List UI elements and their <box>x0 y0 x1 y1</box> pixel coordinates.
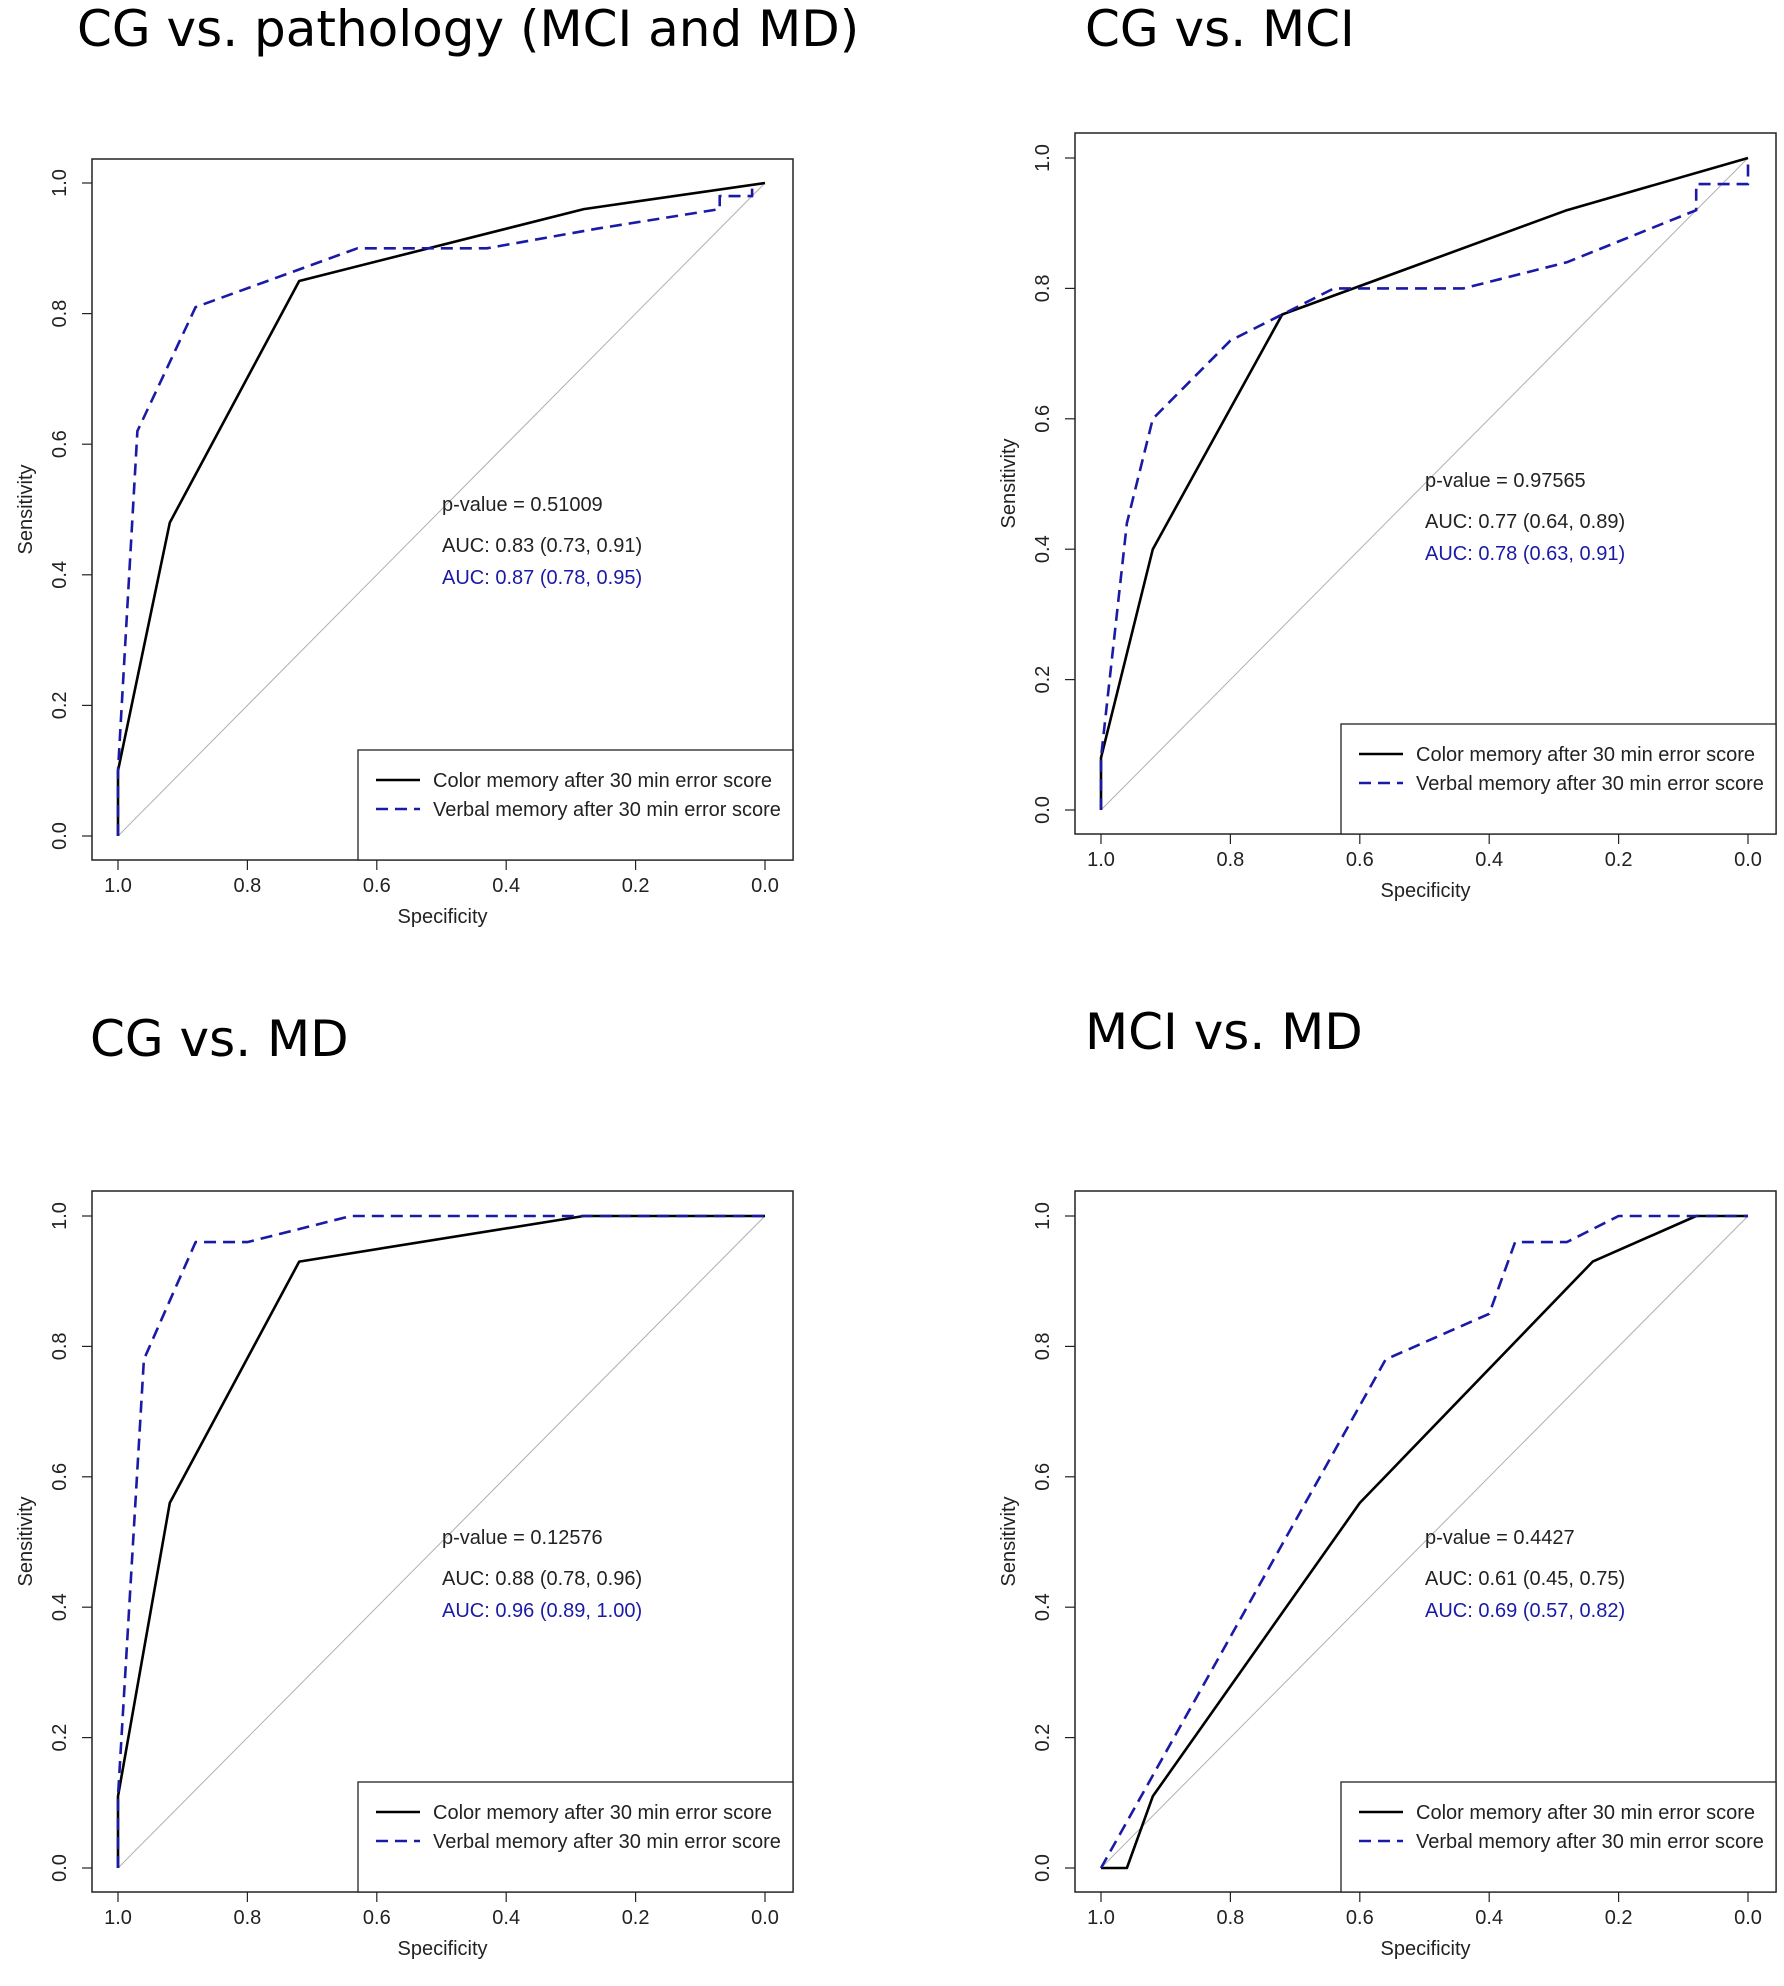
roc-curve-verbal-memory <box>1099 1214 1748 1869</box>
y-tick-label: 0.8 <box>1032 274 1054 302</box>
x-tick-label: 0.8 <box>233 875 261 897</box>
legend-label: Verbal memory after 30 min error score <box>1416 1831 1764 1853</box>
x-tick-label: 0.6 <box>363 875 391 897</box>
y-tick-label: 0.2 <box>49 691 71 719</box>
roc-chart-1: 1.0 0.8 0.6 0.4 0.2 0.0 0.0 0.2 0.4 0.6 0.8 1.0 Spec… <box>15 158 794 928</box>
roc-chart-4: 1.0 0.8 0.6 0.4 0.2 0.0 0.0 0.2 0.4 0.6 0.8 1.0 Spec… <box>998 1190 1777 1960</box>
x-tick-label: 0.2 <box>1605 849 1633 871</box>
auc-color-memory-text: AUC: 0.88 (0.78, 0.96) <box>442 1568 642 1590</box>
roc-curve-color-memory <box>116 181 766 836</box>
x-tick-label: 1.0 <box>104 1907 132 1929</box>
y-tick-label: 0.8 <box>49 300 71 328</box>
x-tick-label: 0.2 <box>1605 1907 1633 1929</box>
p-value-text: p-value = 0.12576 <box>442 1527 603 1549</box>
x-tick-label: 1.0 <box>1087 849 1115 871</box>
p-value-text: p-value = 0.97565 <box>1425 470 1586 492</box>
y-tick-label: 1.0 <box>49 1202 71 1230</box>
x-axis-label: Specificity <box>1380 1938 1470 1960</box>
legend-box <box>357 749 794 861</box>
auc-color-memory-text: AUC: 0.77 (0.64, 0.89) <box>1425 511 1625 533</box>
roc-curve-verbal-memory <box>1099 158 1750 810</box>
roc-chart-2: 1.0 0.8 0.6 0.4 0.2 0.0 0.0 0.2 0.4 0.6 0.8 1.0 Spec… <box>998 132 1777 902</box>
auc-verbal-memory-text: AUC: 0.96 (0.89, 1.00) <box>442 1600 642 1622</box>
x-tick-label: 0.0 <box>1734 1907 1762 1929</box>
x-tick-label: 0.8 <box>1216 1907 1244 1929</box>
auc-verbal-memory-text: AUC: 0.78 (0.63, 0.91) <box>1425 543 1625 565</box>
x-tick-label: 1.0 <box>1087 1907 1115 1929</box>
legend-label: Verbal memory after 30 min error score <box>433 799 781 821</box>
legend-box <box>357 1781 794 1893</box>
y-tick-label: 0.4 <box>49 561 71 589</box>
x-axis-label: Specificity <box>1380 880 1470 902</box>
x-tick-label: 0.6 <box>1346 1907 1374 1929</box>
x-tick-label: 0.4 <box>492 1907 520 1929</box>
y-tick-label: 0.4 <box>1032 1593 1054 1621</box>
y-tick-label: 0.6 <box>49 430 71 458</box>
y-tick-label: 0.0 <box>49 822 71 850</box>
legend-label: Color memory after 30 min error score <box>1416 1802 1755 1824</box>
panel-title: CG vs. MD <box>90 1010 349 1068</box>
y-tick-label: 0.4 <box>1032 535 1054 563</box>
y-tick-label: 1.0 <box>1032 1202 1054 1230</box>
legend-label: Color memory after 30 min error score <box>433 770 772 792</box>
y-tick-label: 0.0 <box>1032 1854 1054 1882</box>
y-tick-label: 0.8 <box>1032 1332 1054 1360</box>
y-tick-label: 0.0 <box>1032 796 1054 824</box>
y-tick-label: 0.6 <box>1032 1463 1054 1491</box>
panel-title: MCI vs. MD <box>1085 1003 1363 1061</box>
legend-label: Color memory after 30 min error score <box>1416 744 1755 766</box>
roc-curve-verbal-memory <box>116 183 754 836</box>
legend-label: Color memory after 30 min error score <box>433 1802 772 1824</box>
y-tick-label: 0.6 <box>1032 405 1054 433</box>
y-axis-label: Sensitivity <box>998 438 1020 528</box>
y-axis-label: Sensitivity <box>998 1496 1020 1586</box>
panel-title: CG vs. MCI <box>1085 0 1355 58</box>
y-tick-label: 1.0 <box>1032 144 1054 172</box>
reference-diagonal <box>1100 157 1749 811</box>
x-tick-label: 0.0 <box>751 875 779 897</box>
y-tick-label: 0.8 <box>49 1332 71 1360</box>
x-tick-label: 0.2 <box>622 1907 650 1929</box>
x-tick-label: 0.0 <box>1734 849 1762 871</box>
x-axis-label: Specificity <box>397 1938 487 1960</box>
p-value-text: p-value = 0.4427 <box>1425 1527 1575 1549</box>
y-tick-label: 0.2 <box>49 1724 71 1752</box>
roc-curve-verbal-memory <box>116 1214 765 1868</box>
auc-verbal-memory-text: AUC: 0.69 (0.57, 0.82) <box>1425 1600 1625 1622</box>
x-tick-label: 0.6 <box>363 1907 391 1929</box>
x-tick-label: 1.0 <box>104 875 132 897</box>
reference-diagonal <box>1100 1215 1749 1869</box>
y-axis-label: Sensitivity <box>15 464 37 554</box>
p-value-text: p-value = 0.51009 <box>442 494 603 516</box>
panel-title: CG vs. pathology (MCI and MD) <box>77 0 860 58</box>
roc-chart-3: 1.0 0.8 0.6 0.4 0.2 0.0 0.0 0.2 0.4 0.6 0.8 1.0 Spec… <box>15 1190 794 1960</box>
x-axis-label: Specificity <box>397 906 487 928</box>
x-tick-label: 0.0 <box>751 1907 779 1929</box>
x-tick-label: 0.4 <box>1475 849 1503 871</box>
y-tick-label: 0.2 <box>1032 1724 1054 1752</box>
legend-box <box>1340 723 1777 835</box>
x-tick-label: 0.8 <box>233 1907 261 1929</box>
x-tick-label: 0.6 <box>1346 849 1374 871</box>
y-tick-label: 1.0 <box>49 169 71 197</box>
x-tick-label: 0.2 <box>622 875 650 897</box>
x-tick-label: 0.4 <box>1475 1907 1503 1929</box>
reference-diagonal <box>117 182 766 837</box>
x-tick-label: 0.4 <box>492 875 520 897</box>
auc-color-memory-text: AUC: 0.83 (0.73, 0.91) <box>442 535 642 557</box>
auc-verbal-memory-text: AUC: 0.87 (0.78, 0.95) <box>442 567 642 589</box>
legend-box <box>1340 1781 1777 1893</box>
reference-diagonal <box>117 1215 766 1869</box>
legend-label: Verbal memory after 30 min error score <box>433 1831 781 1853</box>
y-tick-label: 0.6 <box>49 1463 71 1491</box>
x-tick-label: 0.8 <box>1216 849 1244 871</box>
y-tick-label: 0.0 <box>49 1854 71 1882</box>
legend-label: Verbal memory after 30 min error score <box>1416 773 1764 795</box>
auc-color-memory-text: AUC: 0.61 (0.45, 0.75) <box>1425 1568 1625 1590</box>
y-axis-label: Sensitivity <box>15 1496 37 1586</box>
y-tick-label: 0.4 <box>49 1593 71 1621</box>
y-tick-label: 0.2 <box>1032 666 1054 694</box>
